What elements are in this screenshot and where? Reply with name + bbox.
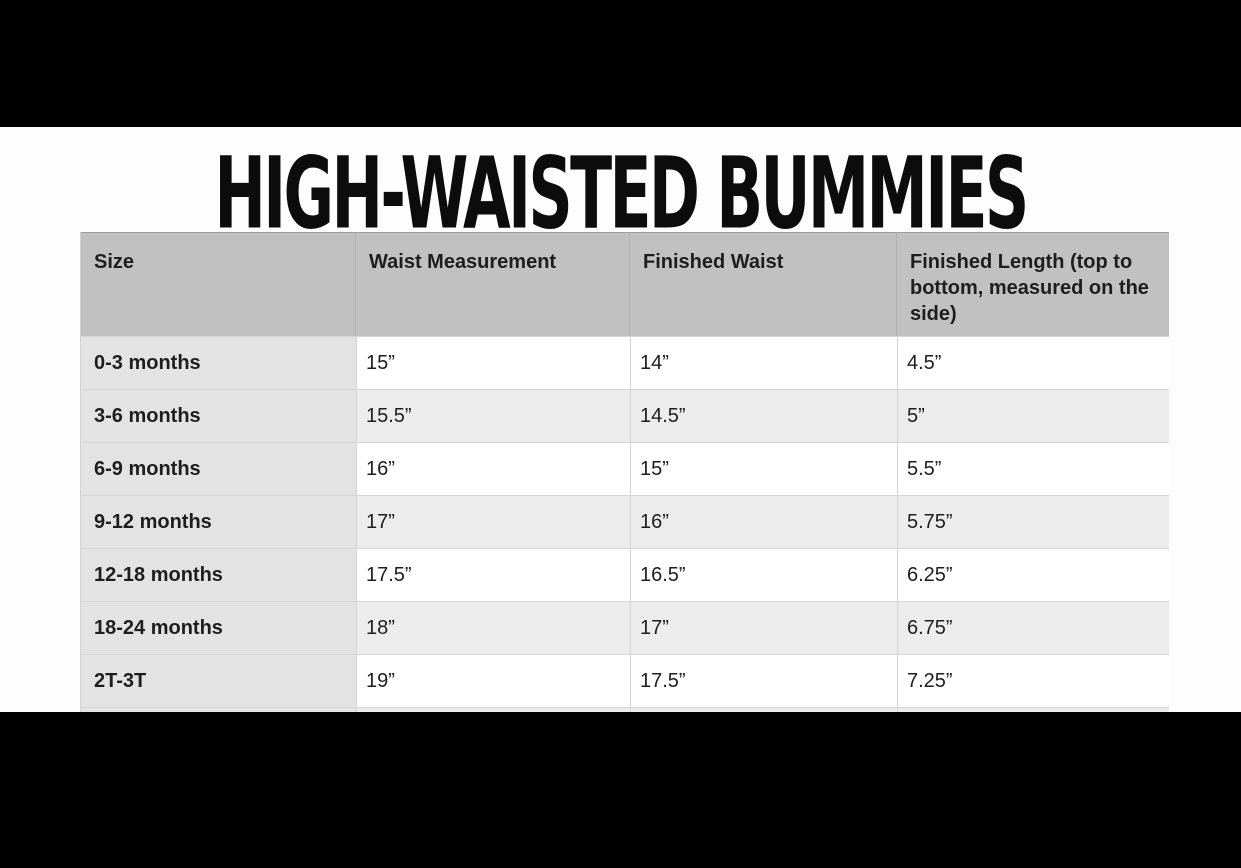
size-cell: 0-3 months — [81, 336, 356, 389]
finished-waist-cell: 14” — [630, 336, 897, 389]
finished-length-cell: 5.5” — [897, 442, 1169, 495]
column-header-finished-length: Finished Length (top to bottom, measured… — [897, 232, 1169, 336]
table-row: 6-9 months 16” 15” 5.5” — [81, 442, 1169, 495]
waist-measurement-cell: 15” — [356, 336, 630, 389]
partial-cutoff-row — [81, 707, 1169, 712]
waist-measurement-cell: 18” — [356, 601, 630, 654]
size-chart-table: Size Waist Measurement Finished Waist Fi… — [80, 232, 1169, 712]
content-area: HIGH-WAISTED BUMMIES Size Waist Measurem… — [0, 127, 1241, 712]
finished-length-cell: 6.25” — [897, 548, 1169, 601]
waist-measurement-cell: 19” — [356, 654, 630, 707]
waist-measurement-cell: 16” — [356, 442, 630, 495]
waist-measurement-cell: 17” — [356, 495, 630, 548]
column-header-finished-waist: Finished Waist — [630, 232, 897, 336]
finished-length-cell: 6.75” — [897, 601, 1169, 654]
finished-waist-cell: 17.5” — [630, 654, 897, 707]
table-row: 3-6 months 15.5” 14.5” 5” — [81, 389, 1169, 442]
finished-length-cell: 5.75” — [897, 495, 1169, 548]
table-row: 18-24 months 18” 17” 6.75” — [81, 601, 1169, 654]
finished-waist-cell: 15” — [630, 442, 897, 495]
finished-waist-cell: 16.5” — [630, 548, 897, 601]
letterbox-bottom — [0, 712, 1241, 868]
finished-length-cell: 4.5” — [897, 336, 1169, 389]
size-cell: 18-24 months — [81, 601, 356, 654]
finished-length-cell: 5” — [897, 389, 1169, 442]
table-row: 9-12 months 17” 16” 5.75” — [81, 495, 1169, 548]
waist-measurement-cell: 15.5” — [356, 389, 630, 442]
table-row: 0-3 months 15” 14” 4.5” — [81, 336, 1169, 389]
column-header-size: Size — [81, 232, 356, 336]
table-header-row: Size Waist Measurement Finished Waist Fi… — [81, 232, 1169, 336]
finished-waist-cell: 16” — [630, 495, 897, 548]
waist-measurement-cell: 17.5” — [356, 548, 630, 601]
size-cell: 3-6 months — [81, 389, 356, 442]
size-cell: 6-9 months — [81, 442, 356, 495]
finished-waist-cell: 17” — [630, 601, 897, 654]
column-header-waist-measurement: Waist Measurement — [356, 232, 630, 336]
table-row: 2T-3T 19” 17.5” 7.25” — [81, 654, 1169, 707]
finished-length-cell: 7.25” — [897, 654, 1169, 707]
size-cell: 2T-3T — [81, 654, 356, 707]
table-row: 12-18 months 17.5” 16.5” 6.25” — [81, 548, 1169, 601]
letterbox-top — [0, 0, 1241, 127]
finished-waist-cell: 14.5” — [630, 389, 897, 442]
size-cell: 12-18 months — [81, 548, 356, 601]
size-cell: 9-12 months — [81, 495, 356, 548]
